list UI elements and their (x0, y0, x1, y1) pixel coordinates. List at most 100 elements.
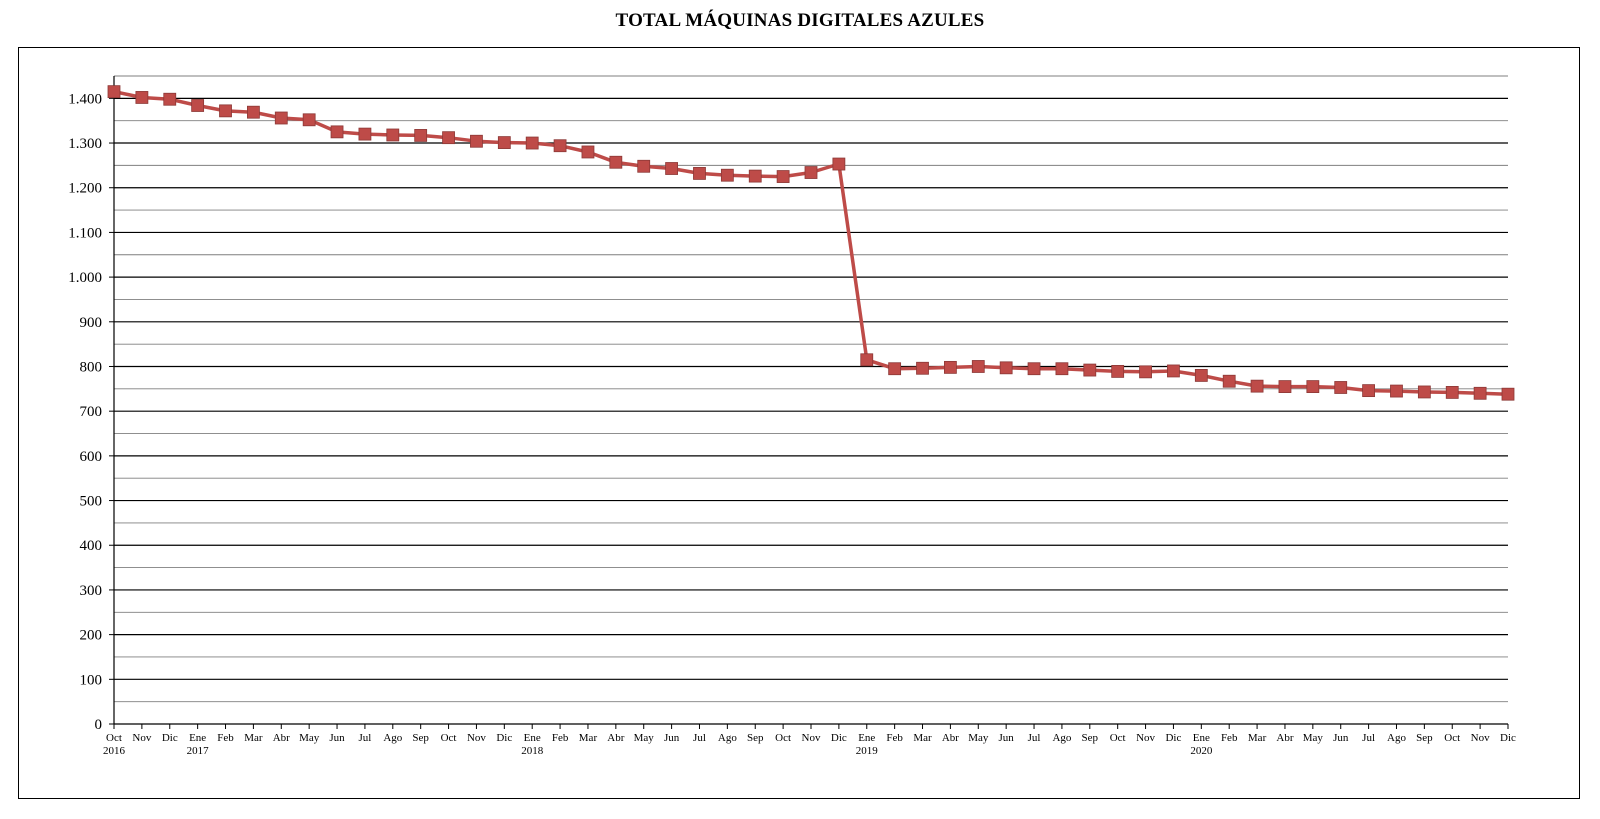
x-tick-label: Ago (1387, 732, 1406, 744)
data-point-marker (1222, 374, 1236, 388)
x-tick-label: Ene (189, 732, 206, 744)
x-tick-label: Dic (831, 732, 847, 744)
y-tick-label: 400 (80, 538, 103, 554)
data-point-marker (1362, 384, 1375, 398)
data-point-marker (470, 134, 483, 148)
y-tick-label: 600 (80, 449, 103, 465)
x-tick-label: Oct (441, 732, 457, 744)
x-tick-label: Mar (1248, 732, 1267, 744)
data-point-marker (1473, 386, 1487, 400)
data-point-marker (1111, 364, 1125, 378)
x-tick-label: May (1303, 732, 1324, 744)
data-point-marker (1278, 380, 1292, 393)
x-axis-ticks: Oct Nov Dic Ene Feb Mar Abr May Jun Jul Ago Sep Oct N… (103, 724, 1516, 757)
x-tick-label: Jul (693, 732, 706, 744)
data-point-marker (1501, 387, 1515, 401)
x-tick-label: Oct (775, 732, 791, 744)
x-tick-label: Jun (664, 732, 680, 744)
x-tick-label: Oct (106, 732, 122, 744)
data-point-marker (274, 111, 288, 125)
y-axis-ticks: 0 100 200 300 400 500 600 700 800 900 1.000 1.100 1.… (68, 91, 114, 733)
data-point-marker (1139, 365, 1152, 379)
y-tick-label: 500 (80, 494, 103, 510)
data-point-marker (804, 166, 818, 179)
data-point-marker (944, 360, 957, 374)
data-point-marker (107, 85, 121, 99)
x-tick-label: Ago (383, 732, 402, 744)
x-tick-label: Nov (132, 732, 151, 744)
data-point-marker (219, 104, 232, 118)
series-total-maquinas (107, 85, 1515, 401)
data-point-marker (386, 128, 400, 142)
data-point-marker (135, 91, 149, 104)
x-tick-label: May (968, 732, 989, 744)
x-tick-label: May (634, 732, 655, 744)
x-tick-label: Mar (579, 732, 598, 744)
x-tick-label: Dic (1165, 732, 1181, 744)
x-tick-label: Jul (1362, 732, 1375, 744)
data-point-marker (497, 136, 511, 149)
data-point-marker (776, 170, 790, 183)
data-point-marker (1055, 362, 1069, 376)
x-tick-label: Dic (1500, 732, 1516, 744)
x-tick-label: Sep (1416, 732, 1433, 744)
x-tick-label: Oct (1444, 732, 1460, 744)
data-point-marker (1194, 369, 1208, 382)
x-tick-label: Nov (1471, 732, 1490, 744)
data-point-marker (888, 362, 902, 376)
data-point-marker (163, 92, 177, 106)
data-point-marker (609, 155, 623, 169)
data-point-marker (832, 157, 846, 171)
x-tick-label: Mar (913, 732, 932, 744)
x-tick-label: Ene (524, 732, 541, 744)
x-tick-label: Jun (999, 732, 1015, 744)
data-point-marker (1306, 380, 1320, 393)
data-point-marker (525, 136, 539, 150)
data-point-marker (999, 361, 1013, 375)
chart-frame (18, 47, 1580, 799)
x-tick-label: Abr (1276, 732, 1293, 744)
data-point-marker (246, 105, 260, 119)
data-point-marker (1390, 384, 1403, 398)
data-point-marker (1083, 363, 1097, 377)
x-tick-label: Jul (1028, 732, 1041, 744)
data-point-marker (1334, 381, 1348, 394)
x-tick-label: Jul (358, 732, 371, 744)
data-point-marker (665, 162, 678, 175)
y-tick-label: 1.100 (68, 225, 102, 241)
x-tick-label: Sep (1082, 732, 1099, 744)
chart-title: TOTAL MÁQUINAS DIGITALES AZULES (615, 10, 985, 31)
y-tick-label: 1.200 (68, 181, 102, 197)
data-point-marker (860, 353, 874, 367)
x-tick-label: Nov (467, 732, 486, 744)
x-tick-label: Ene (1193, 732, 1210, 744)
y-tick-label: 0 (95, 717, 103, 733)
x-tick-label: Feb (1221, 732, 1238, 744)
x-tick-label: Nov (802, 732, 821, 744)
y-tick-label: 1.300 (68, 136, 102, 152)
x-year-label: 2020 (1190, 745, 1213, 757)
data-point-marker (553, 139, 567, 153)
y-tick-label: 700 (80, 404, 103, 420)
data-point-marker (1417, 385, 1431, 399)
data-point-marker (1250, 379, 1264, 393)
x-year-label: 2017 (187, 745, 210, 757)
data-point-marker (916, 361, 929, 375)
data-point-marker (693, 167, 706, 180)
data-point-marker (1167, 364, 1180, 378)
x-year-label: 2019 (856, 745, 879, 757)
x-tick-label: Nov (1136, 732, 1155, 744)
x-tick-label: Jun (329, 732, 345, 744)
data-point-marker (720, 168, 734, 182)
data-point-marker (442, 131, 455, 145)
x-tick-label: Abr (273, 732, 290, 744)
x-tick-label: Abr (607, 732, 624, 744)
data-point-marker (748, 169, 762, 183)
x-tick-label: Sep (412, 732, 429, 744)
x-tick-label: Feb (886, 732, 903, 744)
data-point-marker (1027, 362, 1041, 376)
data-point-marker (581, 145, 595, 159)
data-point-marker (191, 99, 205, 112)
x-tick-label: Ago (718, 732, 737, 744)
data-point-marker (302, 113, 316, 127)
